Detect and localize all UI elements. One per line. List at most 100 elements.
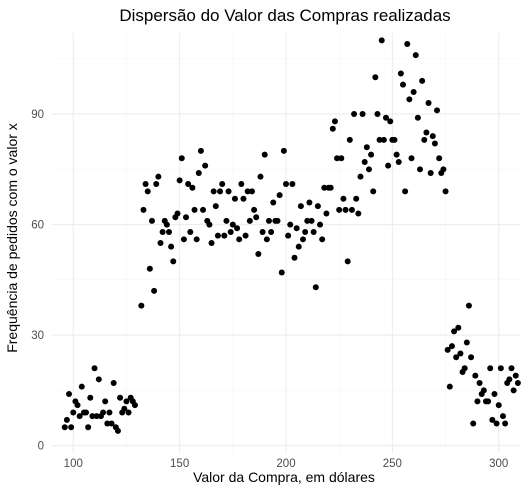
data-point <box>68 424 74 430</box>
data-point <box>213 203 219 209</box>
data-point <box>234 225 240 231</box>
data-point <box>362 159 368 165</box>
data-point <box>511 387 517 393</box>
data-point <box>434 107 440 113</box>
data-point <box>515 380 521 386</box>
data-point <box>311 229 317 235</box>
data-point <box>145 188 151 194</box>
data-point <box>281 148 287 154</box>
y-tick-label: 30 <box>31 330 44 342</box>
data-point <box>396 159 402 165</box>
data-point <box>332 118 338 124</box>
data-point <box>506 376 512 382</box>
y-tick-label: 90 <box>31 109 44 121</box>
data-point <box>430 133 436 139</box>
x-tick-label: 100 <box>64 458 83 470</box>
data-point <box>355 211 361 217</box>
data-point <box>289 181 295 187</box>
data-point <box>343 207 349 213</box>
x-tick-label: 300 <box>489 458 508 470</box>
data-point <box>419 78 425 84</box>
data-point <box>360 111 366 117</box>
data-point <box>292 255 298 261</box>
data-point <box>260 229 266 235</box>
data-point <box>498 365 504 371</box>
data-point <box>251 207 257 213</box>
data-point <box>153 181 159 187</box>
data-point <box>187 229 193 235</box>
data-point <box>96 376 102 382</box>
data-point <box>83 409 89 415</box>
data-point <box>177 177 183 183</box>
data-point <box>179 155 185 161</box>
data-point <box>315 203 321 209</box>
data-point <box>255 251 261 257</box>
data-point <box>194 236 200 242</box>
data-point <box>287 222 293 228</box>
data-point <box>262 152 268 158</box>
data-point <box>75 402 81 408</box>
data-point <box>404 41 410 47</box>
data-point <box>455 325 461 331</box>
data-point <box>428 170 434 176</box>
data-point <box>92 365 98 371</box>
data-point <box>345 258 351 264</box>
data-point <box>413 52 419 58</box>
data-point <box>440 166 446 172</box>
data-point <box>313 284 319 290</box>
data-point <box>436 155 442 161</box>
data-point <box>85 424 91 430</box>
data-point <box>432 141 438 147</box>
data-point <box>379 37 385 43</box>
data-point <box>200 207 206 213</box>
data-point <box>349 207 355 213</box>
data-point <box>217 188 223 194</box>
data-point <box>175 211 181 217</box>
data-point <box>274 218 280 224</box>
data-point <box>62 424 68 430</box>
data-point <box>368 152 374 158</box>
y-tick-label: 0 <box>38 441 44 453</box>
data-point <box>398 71 404 77</box>
data-point <box>309 218 315 224</box>
data-point <box>298 203 304 209</box>
data-point <box>411 89 417 95</box>
data-point <box>302 229 308 235</box>
data-point <box>474 398 480 404</box>
data-point <box>192 207 198 213</box>
data-point <box>279 269 285 275</box>
data-point <box>87 395 93 401</box>
data-point <box>253 214 259 220</box>
data-point <box>364 144 370 150</box>
data-point <box>513 373 519 379</box>
data-point <box>468 354 474 360</box>
data-point <box>423 129 429 135</box>
data-point <box>417 166 423 172</box>
data-point <box>111 380 117 386</box>
data-point <box>215 233 221 239</box>
data-point <box>106 409 112 415</box>
data-point <box>406 96 412 102</box>
data-point <box>270 199 276 205</box>
data-point <box>481 387 487 393</box>
data-point <box>151 288 157 294</box>
data-point <box>102 398 108 404</box>
data-point <box>140 207 146 213</box>
data-point <box>202 163 208 169</box>
data-point <box>236 236 242 242</box>
data-point <box>300 236 306 242</box>
y-axis-title: Frequência de pedidos com o valor x <box>4 123 20 353</box>
data-point <box>496 402 502 408</box>
data-point <box>100 409 106 415</box>
data-point <box>198 148 204 154</box>
data-point <box>243 233 249 239</box>
data-point <box>115 428 121 434</box>
data-point <box>457 351 463 357</box>
data-points <box>62 37 521 434</box>
data-point <box>381 137 387 143</box>
data-point <box>257 174 263 180</box>
data-point <box>372 74 378 80</box>
x-tick-label: 250 <box>383 458 402 470</box>
data-point <box>168 244 174 250</box>
data-point <box>340 196 346 202</box>
